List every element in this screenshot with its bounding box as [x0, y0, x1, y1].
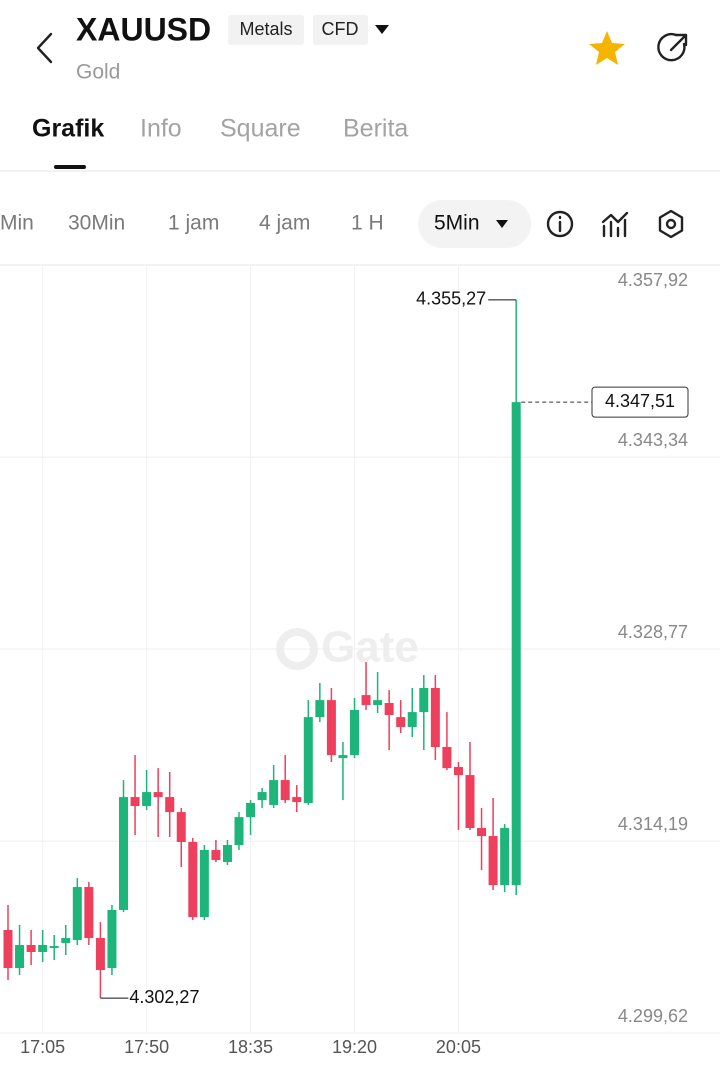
candle-body: [38, 945, 48, 952]
candle-body: [361, 695, 371, 705]
last-price-box: [591, 386, 689, 418]
favorite-star[interactable]: [589, 31, 625, 65]
candle-body: [153, 792, 163, 798]
candle-body: [142, 792, 152, 807]
timeframe[interactable]: 4 jam: [259, 212, 310, 235]
candle-body: [199, 850, 209, 918]
candle-body: [257, 792, 267, 801]
badge: Metals: [239, 19, 292, 39]
settings-icon[interactable]: [658, 209, 684, 239]
active-timeframe[interactable]: 5Min: [434, 212, 480, 235]
y-tick-label: 4.328,77: [618, 622, 688, 642]
candle-body: [107, 909, 117, 969]
high-label: 4.355,27: [416, 289, 486, 309]
candle-body: [396, 717, 406, 727]
watermark: Gate: [321, 623, 419, 672]
candle-body: [84, 887, 94, 939]
candle-body: [49, 946, 59, 949]
tab[interactable]: Grafik: [32, 115, 104, 143]
candle-body: [72, 887, 82, 940]
badge-bg: [228, 15, 304, 45]
candle-body: [222, 845, 232, 863]
candle-body: [292, 797, 302, 803]
candle-body: [511, 402, 521, 886]
y-tick-label: 4.343,34: [618, 430, 688, 450]
timeframe-dropdown[interactable]: [496, 220, 508, 228]
candle-body: [61, 938, 71, 944]
x-tick-label: 17:05: [20, 1037, 65, 1057]
candle-body: [26, 945, 36, 952]
share-icon-arrow[interactable]: [669, 33, 688, 52]
timeframe-pill[interactable]: [418, 200, 531, 248]
candle-body: [15, 945, 25, 969]
timeframe[interactable]: 30Min: [68, 212, 125, 235]
badge-bg[interactable]: [313, 15, 368, 45]
tab[interactable]: Info: [140, 115, 182, 143]
active-tab-indicator: [54, 165, 86, 169]
candle-body: [430, 687, 440, 748]
y-tick-label: 4.299,62: [618, 1006, 688, 1026]
candle-body: [176, 812, 186, 842]
candle-body: [211, 850, 221, 861]
timeframe[interactable]: 1 jam: [168, 212, 219, 235]
instrument-name: Gold: [76, 61, 120, 84]
timeframe[interactable]: Min: [0, 212, 34, 235]
x-tick-label: 19:20: [332, 1037, 377, 1057]
candle-body: [465, 775, 475, 829]
candle-body: [246, 802, 256, 818]
candle-body: [338, 755, 348, 759]
tab[interactable]: Berita: [343, 115, 408, 143]
last-price-label: 4.347,51: [605, 391, 675, 411]
candle-body: [384, 703, 394, 715]
y-tick-label: 4.357,92: [618, 270, 688, 290]
candle-body: [500, 828, 510, 886]
tab[interactable]: Square: [220, 115, 301, 143]
dropdown-arrow[interactable]: [375, 25, 389, 34]
low-label: 4.302,27: [129, 987, 199, 1007]
candle-body: [419, 687, 429, 713]
candle-body: [269, 780, 279, 805]
candle-body: [315, 700, 325, 718]
candle-body: [303, 717, 313, 803]
symbol: XAUUSD: [76, 11, 211, 47]
x-tick-label: 17:50: [124, 1037, 169, 1057]
x-tick-label: 20:05: [436, 1037, 481, 1057]
candle-body: [95, 938, 105, 971]
candle-body: [442, 747, 452, 769]
candle-body: [3, 929, 13, 969]
candle-body: [488, 836, 498, 886]
timeframe[interactable]: 1 H: [351, 212, 384, 235]
candle-body: [188, 841, 198, 918]
info-icon[interactable]: [546, 210, 574, 238]
x-tick-label: 18:35: [228, 1037, 273, 1057]
candle-body: [165, 797, 175, 813]
y-tick-label: 4.314,19: [618, 814, 688, 834]
badge[interactable]: CFD: [322, 19, 359, 39]
indicator-icon[interactable]: [601, 211, 629, 238]
candle-body: [234, 817, 244, 846]
candle-body: [326, 700, 336, 756]
candle-body: [453, 767, 463, 776]
candle-body: [373, 700, 383, 705]
candle-body: [477, 828, 487, 837]
candle-body: [130, 797, 140, 807]
candle-body: [280, 780, 290, 801]
back-button[interactable]: [36, 32, 53, 64]
candle-body: [407, 712, 417, 727]
settings-icon-center[interactable]: [665, 218, 677, 230]
share-icon[interactable]: [657, 32, 686, 62]
candle-body: [350, 709, 359, 756]
candle-body: [119, 797, 128, 910]
